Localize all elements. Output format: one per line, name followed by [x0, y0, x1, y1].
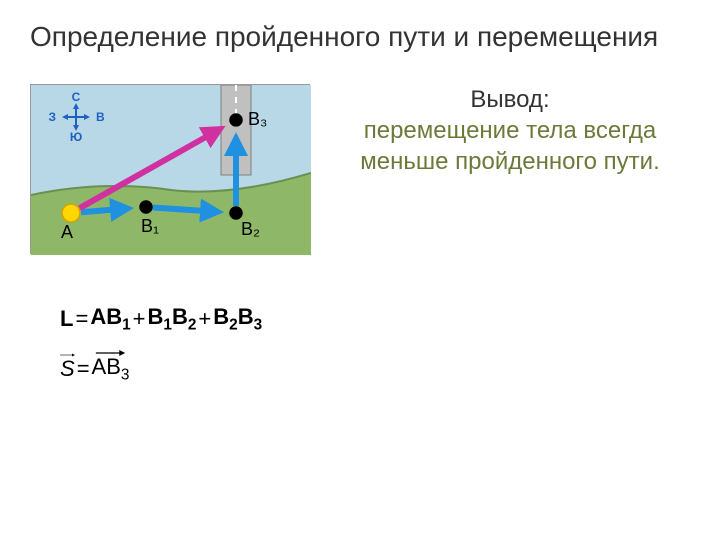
conclusion-block: Вывод: перемещение тела всегда меньше пр… [330, 84, 690, 178]
conclusion-text: перемещение тела всегда меньше пройденно… [330, 115, 690, 177]
svg-text:A: A [61, 222, 73, 242]
svg-text:Ю: Ю [70, 130, 82, 144]
svg-text:С: С [72, 90, 81, 104]
page-title: Определение пройденного пути и перемещен… [0, 0, 720, 64]
svg-text:B₃: B₃ [248, 109, 267, 129]
content-row: С ЮВ З A B₁ B₂ B₃ Вывод: перемещение тела всег… [0, 64, 720, 274]
formula-displacement: S=AB3 [60, 354, 660, 384]
conclusion-label: Вывод: [330, 84, 690, 115]
svg-text:В: В [96, 110, 105, 124]
svg-text:B₂: B₂ [241, 219, 260, 239]
formulas-block: L=AB1+B1B2+B2B3 S=AB3 [0, 274, 720, 435]
svg-text:B₁: B₁ [141, 216, 159, 236]
formula-path: L=AB1+B1B2+B2B3 [60, 304, 660, 334]
path-diagram: С ЮВ З A B₁ B₂ B₃ [30, 84, 310, 254]
svg-text:З: З [48, 110, 56, 124]
